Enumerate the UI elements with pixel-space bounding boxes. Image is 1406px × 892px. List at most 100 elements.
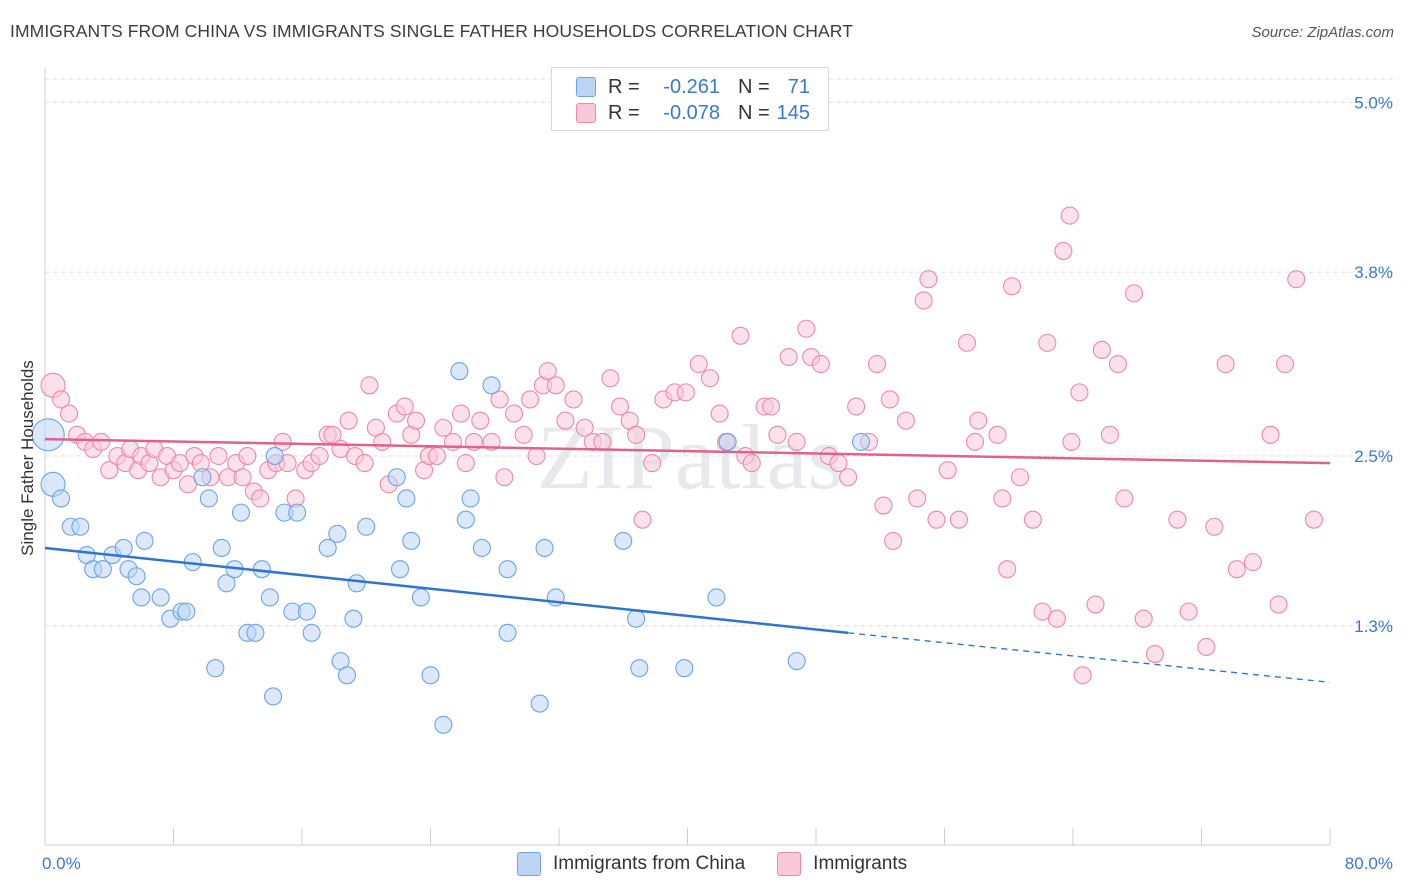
immigrants-point (556, 411, 575, 430)
immigrants-point (273, 432, 292, 451)
legend-r-value: -0.078 (663, 101, 720, 124)
china-point (787, 652, 806, 671)
china-point (231, 503, 251, 522)
china-point (707, 588, 726, 607)
immigrants-point (1086, 595, 1105, 614)
immigrants-point (310, 446, 329, 466)
legend-r-label: R = (608, 75, 640, 98)
immigrants-point (1023, 510, 1042, 529)
immigrants-point (880, 390, 899, 409)
immigrants-point (1216, 355, 1235, 374)
immigrants-point (884, 531, 903, 550)
immigrants-point (538, 362, 557, 381)
immigrants-point (373, 432, 392, 451)
immigrants-point (965, 432, 985, 451)
immigrants-point (360, 376, 379, 395)
china-point (132, 588, 151, 607)
immigrants-point (427, 446, 446, 466)
legend-swatch-pink (576, 103, 596, 123)
china-point (288, 503, 307, 522)
china-point (535, 538, 554, 558)
bottom-legend-swatch-pink (777, 852, 802, 876)
china-point (472, 538, 491, 558)
immigrants-point (1070, 383, 1089, 402)
immigrants-point (251, 489, 270, 508)
china-point (151, 588, 170, 607)
china-point (337, 666, 357, 685)
immigrants-point (1269, 595, 1288, 614)
china-point (246, 623, 265, 642)
immigrants-point (700, 369, 720, 388)
immigrants-point (1115, 489, 1134, 508)
immigrants-point (988, 425, 1007, 444)
legend-n-value: 145 (776, 101, 810, 124)
immigrants-point (395, 397, 414, 416)
immigrants-point (847, 397, 866, 416)
china-point (265, 446, 284, 466)
immigrants-point (1243, 553, 1262, 572)
immigrants-point (633, 510, 652, 529)
china-point (328, 524, 347, 543)
bottom-legend-label: Immigrants from China (553, 853, 746, 874)
china-point (357, 517, 376, 536)
immigrants-point (1108, 355, 1128, 374)
china-point (450, 362, 469, 381)
immigrants-point (1033, 602, 1052, 621)
china-point (718, 432, 737, 451)
immigrants-point (52, 390, 71, 409)
china-point (461, 489, 480, 508)
x-tick-label: 80.0% (1345, 854, 1393, 873)
immigrants-point (209, 446, 228, 466)
china-point (482, 376, 501, 395)
immigrants-point (689, 355, 708, 374)
immigrants-point (1038, 333, 1057, 352)
immigrants-point (1145, 645, 1164, 664)
immigrants-point (676, 383, 695, 402)
immigrants-point (914, 291, 933, 310)
immigrants-point (874, 496, 893, 515)
legend-n-value: 71 (787, 75, 810, 98)
immigrants-point (1073, 666, 1092, 685)
immigrants-point (471, 411, 490, 430)
y-tick-label: 5.0% (1354, 93, 1393, 112)
immigrants-point (170, 454, 189, 473)
china-point (498, 560, 517, 579)
china-point (498, 623, 517, 642)
y-tick-label: 1.3% (1354, 617, 1393, 636)
immigrants-point (643, 454, 662, 473)
immigrants-point (969, 411, 988, 430)
china-point (264, 687, 283, 706)
china-point (421, 666, 440, 685)
bottom-legend-label: Immigrants (813, 853, 908, 874)
immigrants-point (546, 376, 565, 395)
legend-swatch-blue (576, 77, 596, 97)
bottom-legend-swatch-blue (517, 852, 541, 876)
legend: R = -0.261 N = 71 R = -0.078 N = 145 (551, 67, 829, 131)
immigrants-point (1197, 637, 1216, 657)
china-point (114, 538, 133, 558)
bottom-legend-china[interactable]: Immigrants from China (517, 852, 745, 876)
china-point (851, 432, 871, 451)
immigrants-point (514, 425, 533, 444)
china-point (390, 560, 410, 579)
china-point (411, 588, 430, 607)
immigrants-point (1287, 270, 1306, 289)
bottom-legend: Immigrants from China Immigrants (517, 852, 939, 876)
bottom-legend-immigrants[interactable]: Immigrants (777, 852, 907, 876)
immigrants-point (1047, 609, 1066, 628)
immigrants-point (627, 425, 646, 444)
china-point (93, 560, 112, 579)
immigrants-point (908, 489, 927, 508)
china-point (302, 623, 321, 642)
y-axis-label: Single Father Households (18, 360, 37, 556)
immigrants-point (896, 411, 916, 430)
immigrants-point (490, 390, 509, 409)
immigrants-point (1100, 425, 1119, 444)
china-point (530, 694, 549, 713)
immigrants-point (527, 446, 546, 466)
china-point (177, 602, 196, 621)
china-point (297, 602, 316, 621)
immigrants-point (521, 390, 540, 409)
china-point (434, 715, 453, 734)
x-tick-label: 0.0% (42, 854, 81, 873)
